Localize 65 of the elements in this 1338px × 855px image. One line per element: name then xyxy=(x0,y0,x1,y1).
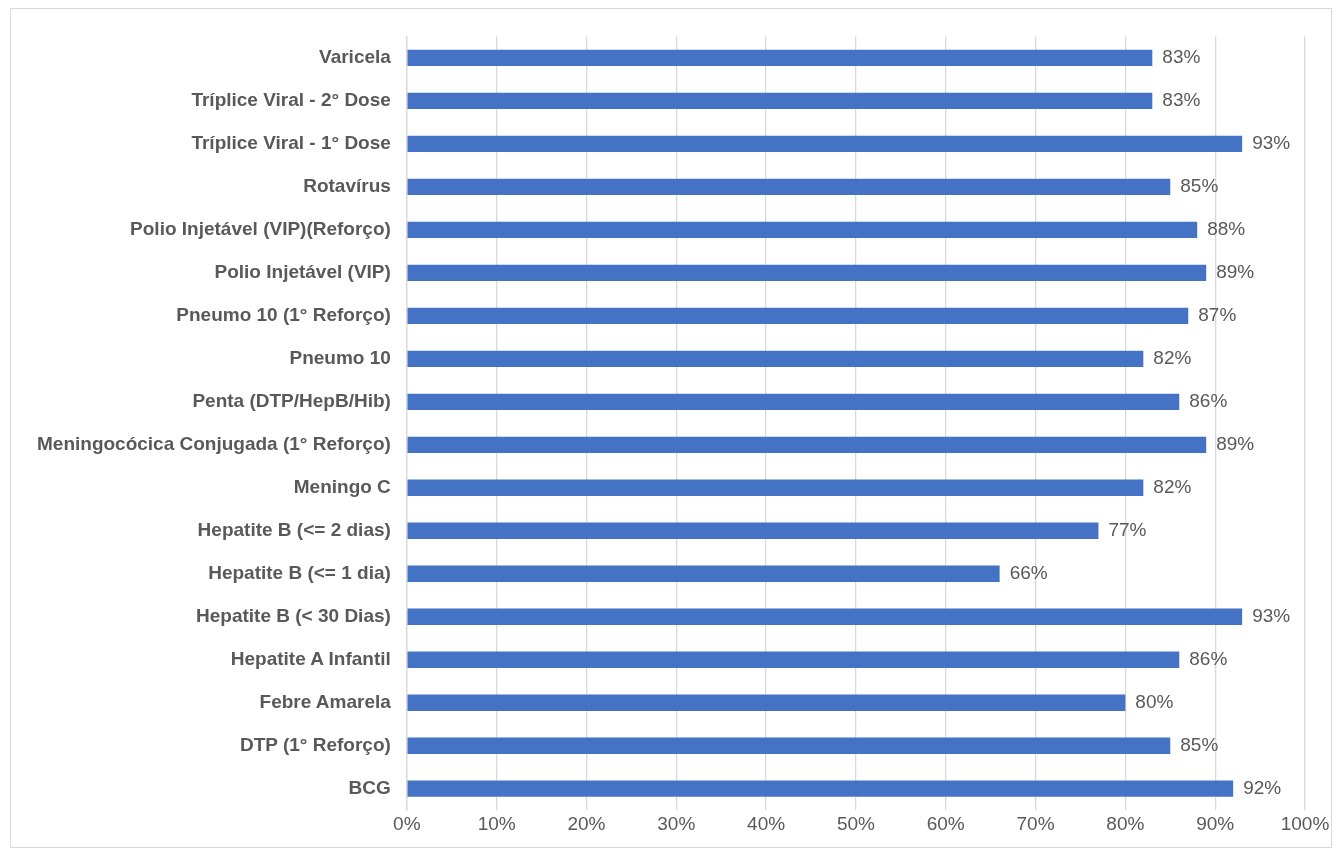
bar xyxy=(407,565,1000,582)
bar xyxy=(407,135,1243,153)
bar xyxy=(407,221,1198,239)
data-label: 83% xyxy=(1162,89,1201,111)
x-tick-label: 70% xyxy=(1016,812,1055,834)
bar xyxy=(407,694,1126,711)
data-label: 77% xyxy=(1108,519,1147,541)
y-tick-label: Rotavírus xyxy=(303,175,391,197)
x-tick-label: 50% xyxy=(836,812,876,834)
data-label: 82% xyxy=(1153,347,1192,369)
y-tick-label: Meningocócica Conjugada (1° Reforço) xyxy=(37,433,391,455)
bar xyxy=(407,780,1234,797)
data-label: 85% xyxy=(1180,175,1219,197)
y-tick-label: Varicela xyxy=(319,46,392,68)
y-tick-label: Polio Injetável (VIP) xyxy=(214,261,391,283)
x-tick-label: 80% xyxy=(1106,812,1145,834)
data-label: 86% xyxy=(1189,390,1228,412)
bar xyxy=(407,436,1207,453)
data-label: 93% xyxy=(1252,604,1291,626)
data-label: 82% xyxy=(1153,476,1192,498)
bar xyxy=(407,49,1153,67)
bar xyxy=(407,608,1243,625)
y-tick-label: Meningo C xyxy=(293,476,392,498)
data-label: 86% xyxy=(1189,647,1228,669)
y-tick-label: Tríplice Viral - 1° Dose xyxy=(191,132,391,154)
data-label: 85% xyxy=(1180,733,1219,755)
bar xyxy=(407,393,1180,410)
data-label: 89% xyxy=(1216,261,1255,283)
bar xyxy=(407,92,1153,110)
y-tick-label: Febre Amarela xyxy=(259,690,392,712)
y-tick-label: Hepatite B (<= 1 dia) xyxy=(208,562,391,583)
y-tick-label: Hepatite B (< 30 Dias) xyxy=(196,604,391,626)
x-tick-label: 0% xyxy=(393,812,421,834)
x-tick-label: 10% xyxy=(477,812,516,834)
bar xyxy=(407,522,1099,539)
y-tick-label: Polio Injetável (VIP)(Reforço) xyxy=(130,218,391,240)
data-label: 83% xyxy=(1162,46,1201,68)
x-tick-label: 20% xyxy=(567,812,606,834)
bar xyxy=(407,307,1189,324)
bar xyxy=(407,651,1180,668)
x-tick-label: 100% xyxy=(1280,812,1330,834)
bar xyxy=(407,479,1144,496)
data-label: 89% xyxy=(1216,433,1255,455)
y-tick-label: DTP (1° Reforço) xyxy=(240,733,391,755)
y-tick-label: Pneumo 10 xyxy=(289,347,391,369)
y-tick-label: Penta (DTP/HepB/Hib) xyxy=(192,390,391,412)
data-label: 93% xyxy=(1252,132,1291,154)
y-tick-label: Pneumo 10 (1° Reforço) xyxy=(176,304,391,326)
data-label: 66% xyxy=(1009,562,1048,583)
bar xyxy=(407,264,1207,282)
y-tick-label: Tríplice Viral - 2° Dose xyxy=(191,89,391,111)
data-label: 87% xyxy=(1198,304,1237,326)
data-label: 88% xyxy=(1207,218,1246,240)
y-tick-label: Hepatite A Infantil xyxy=(230,647,391,669)
y-tick-label: Hepatite B (<= 2 dias) xyxy=(197,519,391,541)
x-tick-label: 90% xyxy=(1196,812,1235,834)
bar xyxy=(407,178,1171,196)
x-tick-label: 60% xyxy=(926,812,965,834)
data-label: 92% xyxy=(1243,776,1282,798)
x-tick-label: 40% xyxy=(747,812,786,834)
x-tick-label: 30% xyxy=(657,812,696,834)
data-label: 80% xyxy=(1135,690,1174,712)
bar xyxy=(407,350,1144,367)
bar xyxy=(407,737,1171,754)
y-tick-label: BCG xyxy=(348,776,391,798)
